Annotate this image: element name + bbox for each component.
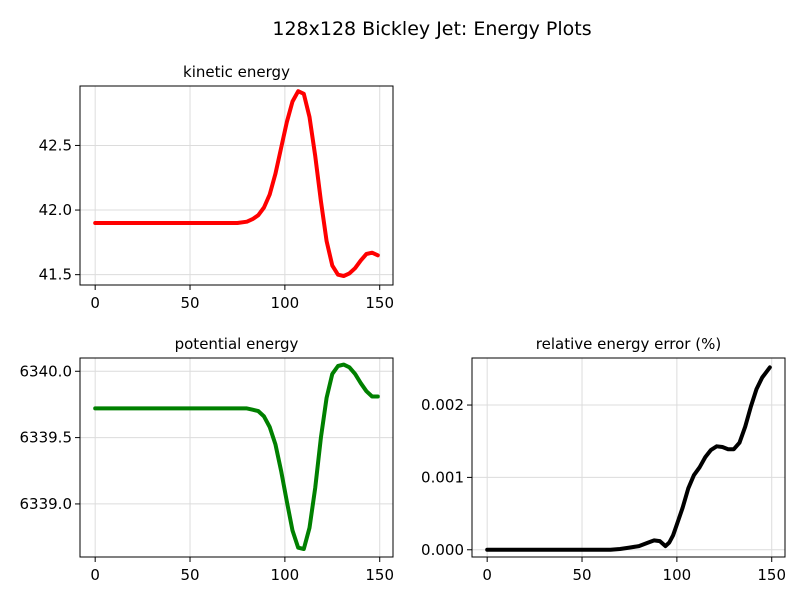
series-line-0: [93, 362, 380, 551]
y-tick-label-0: 0.000: [421, 541, 464, 559]
plot-kinetic-energy: 0 50 100 150 41.5 42.0 42.5 kinetic energy: [39, 63, 394, 312]
plot-title: kinetic energy: [183, 63, 290, 81]
y-tick-label-2: 0.002: [421, 396, 464, 414]
x-tick-label-1: 50: [572, 566, 591, 584]
plot-title: relative energy error (%): [536, 335, 721, 353]
x-tick-label-1: 50: [180, 566, 199, 584]
x-tick-label-0: 0: [482, 566, 492, 584]
x-tick-label-1: 50: [180, 294, 199, 312]
x-tick-label-2: 100: [271, 566, 300, 584]
y-tick-label-2: 6340.0: [20, 362, 73, 380]
x-tick-label-2: 100: [663, 566, 692, 584]
y-tick-label-2: 42.5: [39, 136, 72, 154]
plot-potential-energy: 0 50 100 150 6339.0 6339.5 6340.0 potential ene…: [20, 335, 395, 584]
x-tick-label-3: 150: [365, 294, 394, 312]
plot-relative-energy-error: 0 50 100 150 0.000 0.001 0.002 relative energy …: [421, 335, 786, 584]
axes-frame: [79, 357, 394, 558]
axes-frame: [79, 85, 394, 286]
y-tick-label-1: 6339.5: [20, 429, 73, 447]
figure-title: 128x128 Bickley Jet: Energy Plots: [272, 18, 591, 40]
series-line-0: [485, 365, 772, 552]
plot-title: potential energy: [175, 335, 299, 353]
y-tick-label-1: 42.0: [39, 201, 72, 219]
series-line-0: [93, 89, 380, 278]
y-tick-label-0: 6339.0: [20, 495, 73, 513]
x-tick-label-3: 150: [365, 566, 394, 584]
x-tick-label-0: 0: [90, 566, 100, 584]
x-tick-label-0: 0: [90, 294, 100, 312]
y-tick-label-1: 0.001: [421, 468, 464, 486]
x-tick-label-3: 150: [757, 566, 786, 584]
y-tick-label-0: 41.5: [39, 266, 72, 284]
axes-frame: [471, 357, 786, 558]
x-tick-label-2: 100: [271, 294, 300, 312]
